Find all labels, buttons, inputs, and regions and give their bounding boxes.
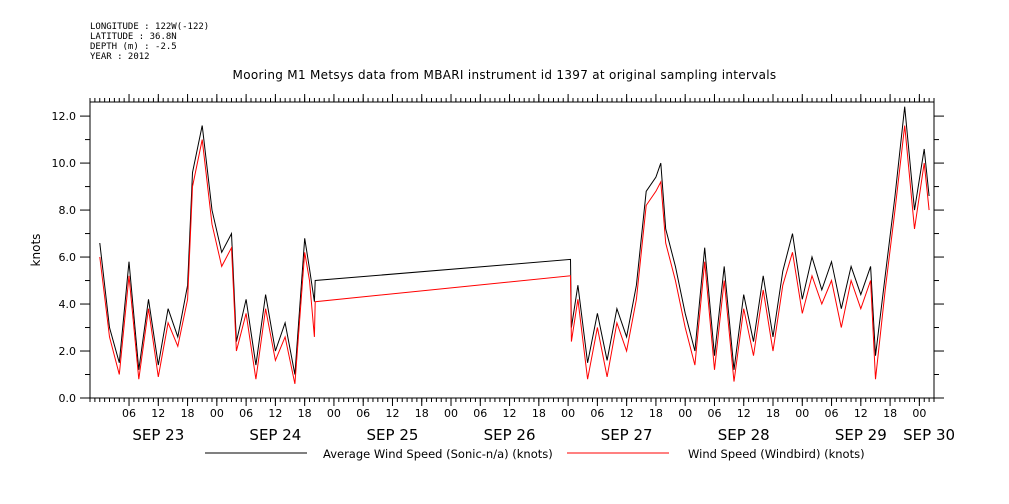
x-tick-label: 12 bbox=[854, 407, 868, 420]
x-tick-label: 12 bbox=[737, 407, 751, 420]
x-tick-label: 06 bbox=[356, 407, 370, 420]
x-tick-label: 18 bbox=[298, 407, 312, 420]
depth-label: DEPTH (m) : -2.5 bbox=[90, 42, 177, 52]
latitude-label: LATITUDE : 36.8N bbox=[90, 32, 177, 42]
x-tick-label: 06 bbox=[239, 407, 253, 420]
x-tick-label: 00 bbox=[327, 407, 341, 420]
x-tick-label: 06 bbox=[473, 407, 487, 420]
x-tick-label: 18 bbox=[766, 407, 780, 420]
x-tick-label: 18 bbox=[415, 407, 429, 420]
x-day-label: SEP 24 bbox=[249, 426, 301, 444]
year-label: YEAR : 2012 bbox=[90, 52, 150, 62]
series-line-1 bbox=[99, 106, 930, 375]
x-tick-label: 00 bbox=[795, 407, 809, 420]
x-tick-label: 12 bbox=[268, 407, 282, 420]
x-tick-label: 12 bbox=[385, 407, 399, 420]
x-day-label: SEP 23 bbox=[132, 426, 184, 444]
x-day-label: SEP 25 bbox=[367, 426, 419, 444]
y-axis-label: knots bbox=[29, 234, 43, 267]
x-tick-label: 06 bbox=[590, 407, 604, 420]
x-tick-label: 18 bbox=[532, 407, 546, 420]
x-tick-label: 18 bbox=[883, 407, 897, 420]
x-tick-label: 00 bbox=[678, 407, 692, 420]
x-tick-label: 00 bbox=[912, 407, 926, 420]
legend-label-series-1: Average Wind Speed (Sonic-n/a) (knots) bbox=[323, 447, 553, 461]
x-day-label: SEP 26 bbox=[484, 426, 536, 444]
legend-label-series-2: Wind Speed (Windbird) (knots) bbox=[688, 447, 865, 461]
y-tick-label: 4.0 bbox=[59, 298, 77, 311]
legend: Average Wind Speed (Sonic-n/a) (knots) W… bbox=[205, 447, 865, 461]
x-day-label: SEP 28 bbox=[718, 426, 770, 444]
series-layer bbox=[99, 106, 930, 385]
x-tick-label: 06 bbox=[825, 407, 839, 420]
series-line-2 bbox=[99, 125, 930, 385]
x-tick-label: 00 bbox=[561, 407, 575, 420]
x-day-label: SEP 27 bbox=[601, 426, 653, 444]
longitude-label: LONGITUDE : 122W(-122) bbox=[90, 22, 210, 32]
x-tick-label: 00 bbox=[444, 407, 458, 420]
x-tick-label: 18 bbox=[181, 407, 195, 420]
x-tick-label: 12 bbox=[151, 407, 165, 420]
y-tick-label: 6.0 bbox=[59, 251, 77, 264]
x-tick-label: 06 bbox=[707, 407, 721, 420]
y-tick-label: 8.0 bbox=[59, 204, 77, 217]
x-day-label: SEP 30 bbox=[903, 426, 955, 444]
metadata-block: LONGITUDE : 122W(-122) LATITUDE : 36.8N … bbox=[90, 22, 209, 62]
y-tick-label: 12.0 bbox=[52, 110, 77, 123]
plot-frame bbox=[89, 101, 935, 399]
x-day-label: SEP 29 bbox=[835, 426, 887, 444]
x-tick-label: 12 bbox=[503, 407, 517, 420]
x-tick-label: 12 bbox=[620, 407, 634, 420]
chart-title: Mooring M1 Metsys data from MBARI instru… bbox=[232, 68, 777, 82]
x-tick-label: 06 bbox=[122, 407, 136, 420]
y-tick-label: 2.0 bbox=[59, 345, 77, 358]
x-tick-label: 00 bbox=[210, 407, 224, 420]
y-tick-label: 0.0 bbox=[59, 392, 77, 405]
x-tick-label: 18 bbox=[649, 407, 663, 420]
axis-ticks: 06 12 18 00 06 12 18 00 06 12 18 00 06 12 18 00 06 12 18 00… bbox=[52, 94, 955, 444]
y-tick-label: 10.0 bbox=[52, 157, 77, 170]
